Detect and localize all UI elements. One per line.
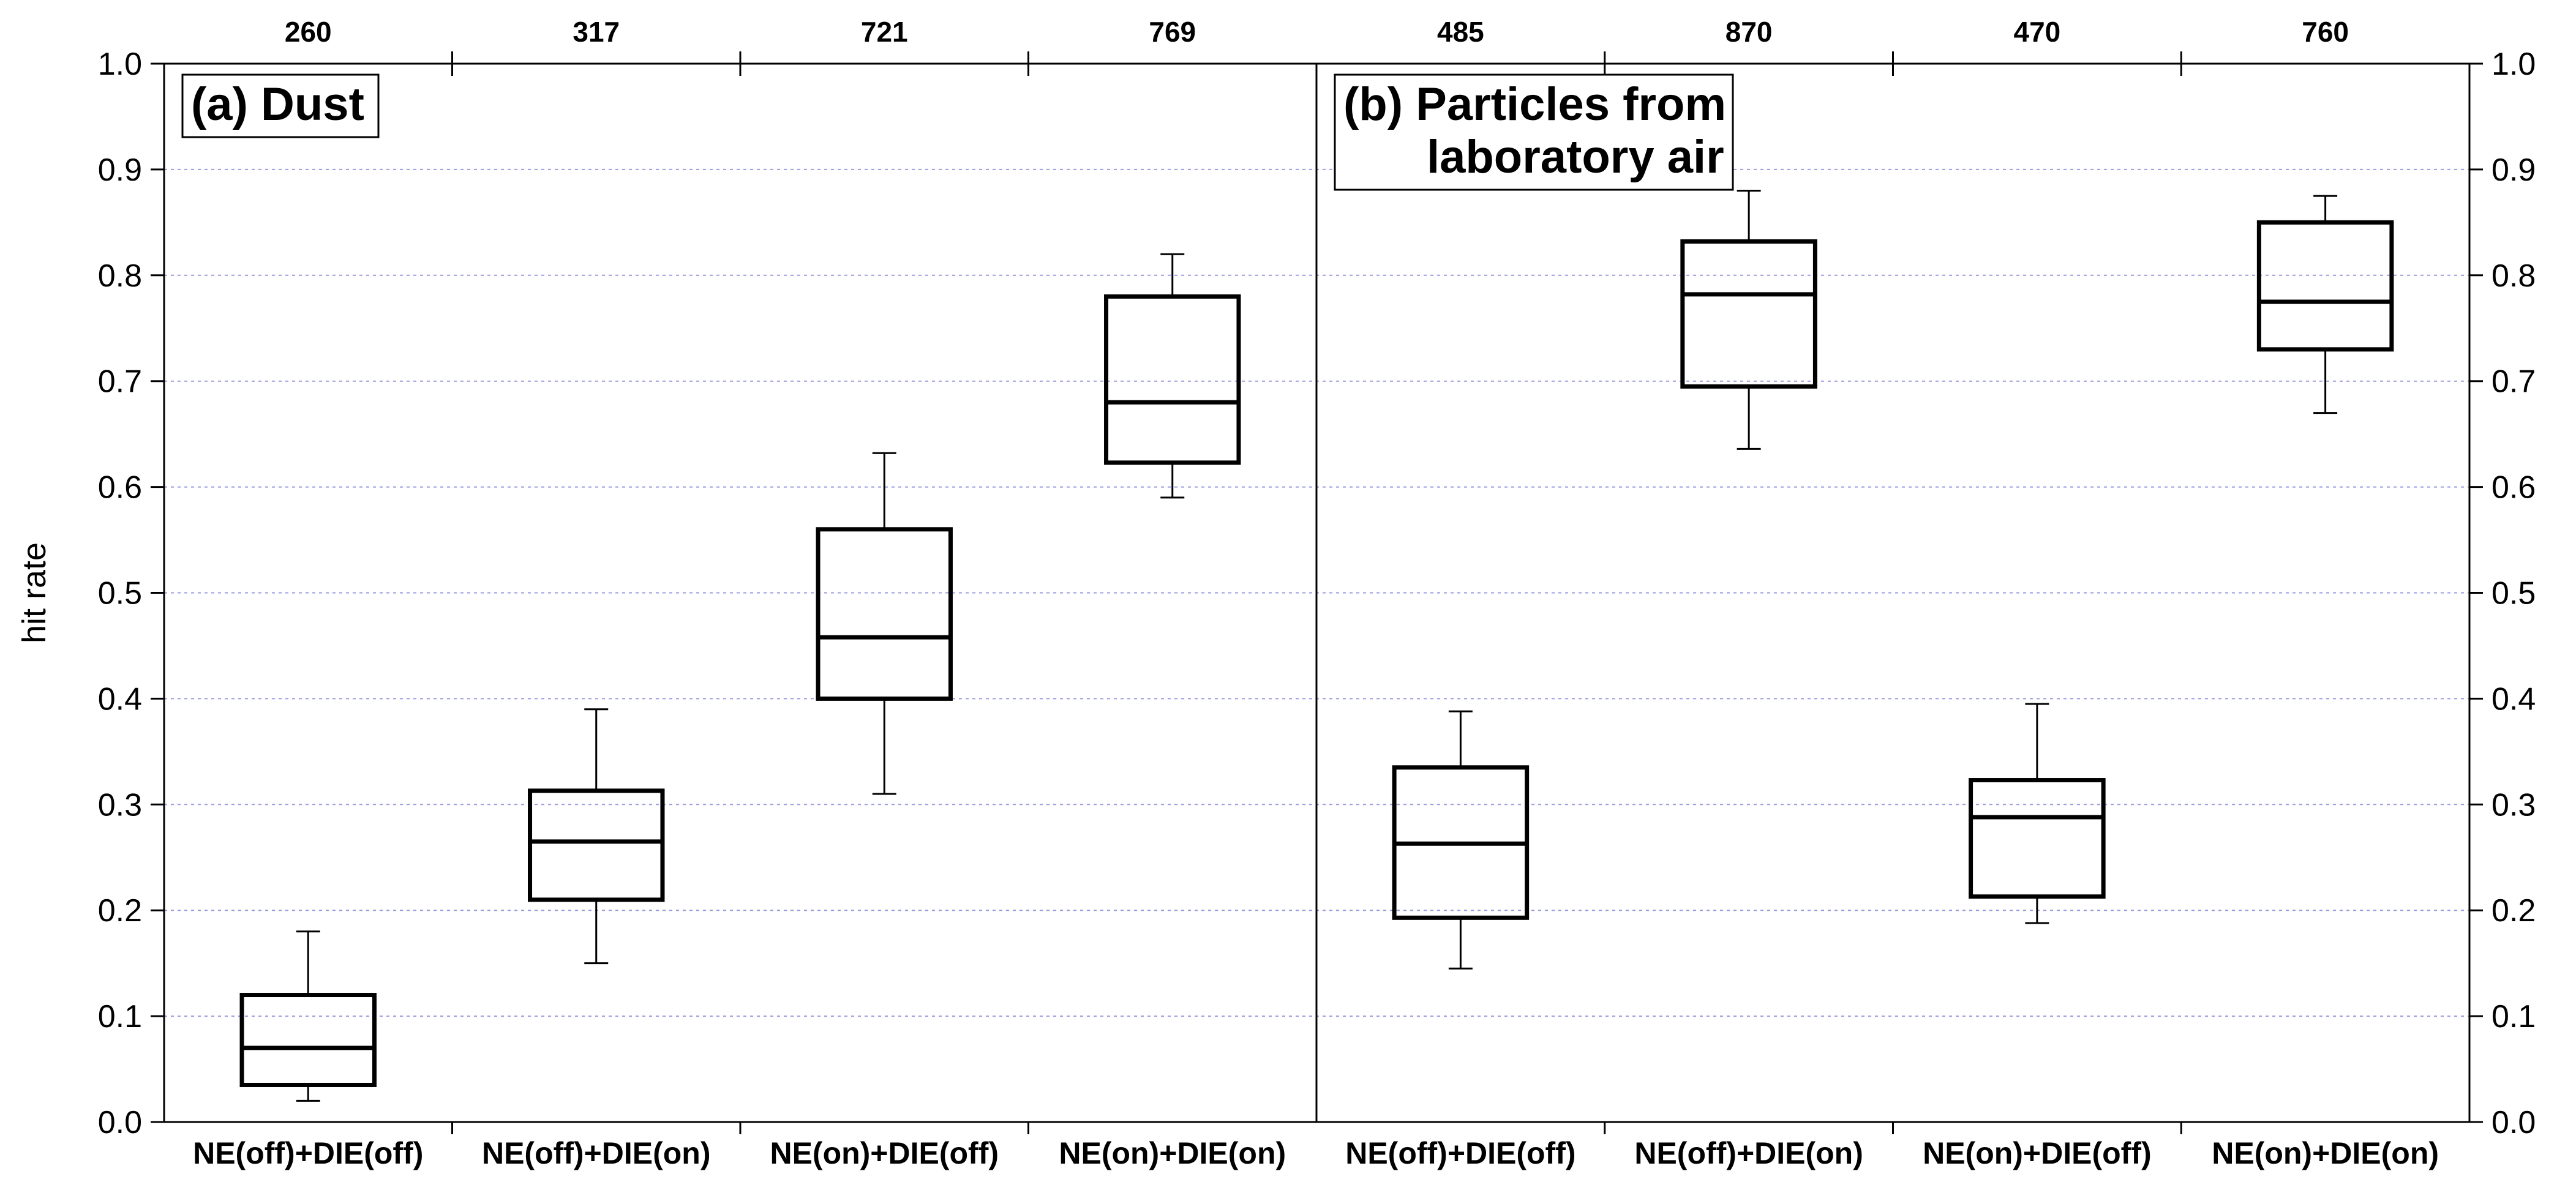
y-tick-label-right: 0.2: [2492, 893, 2536, 929]
sample-count-label: 317: [573, 16, 620, 48]
y-tick-label-right: 0.8: [2492, 258, 2536, 294]
box-iqr: [816, 527, 953, 701]
sample-count-label: 760: [2302, 16, 2349, 48]
box-iqr: [1969, 778, 2106, 899]
y-tick-label-left: 0.4: [98, 681, 142, 717]
category-label: NE(off)+DIE(off): [193, 1136, 423, 1170]
box-iqr: [1680, 239, 1817, 389]
y-tick-label-right: 1.0: [2492, 47, 2536, 82]
box-iqr: [239, 993, 377, 1087]
y-tick-label-left: 0.1: [98, 999, 142, 1034]
box-iqr: [528, 788, 665, 902]
category-label: NE(on)+DIE(on): [1059, 1136, 1286, 1170]
y-tick-label-right: 0.5: [2492, 576, 2536, 611]
sample-count-label: 260: [285, 16, 332, 48]
category-label: NE(off)+DIE(on): [482, 1136, 711, 1170]
y-tick-label-left: 0.9: [98, 152, 142, 188]
panel-title-line: (b) Particles from: [1343, 78, 1726, 130]
y-tick-label-right: 0.7: [2492, 364, 2536, 400]
y-tick-label-right: 0.3: [2492, 787, 2536, 823]
category-label: NE(on)+DIE(off): [1923, 1136, 2152, 1170]
y-tick-label-left: 0.3: [98, 787, 142, 823]
category-label: NE(off)+DIE(on): [1634, 1136, 1863, 1170]
y-tick-label-left: 0.7: [98, 364, 142, 400]
sample-count-label: 485: [1437, 16, 1484, 48]
y-tick-label-left: 0.0: [98, 1105, 142, 1140]
box-iqr: [1104, 294, 1241, 465]
sample-count-label: 769: [1149, 16, 1196, 48]
category-label: NE(off)+DIE(off): [1345, 1136, 1575, 1170]
y-tick-label-right: 0.1: [2492, 999, 2536, 1034]
panel-title-line: (a) Dust: [191, 78, 364, 130]
y-tick-label-left: 0.5: [98, 576, 142, 611]
sample-count-label: 870: [1725, 16, 1773, 48]
y-tick-label-right: 0.0: [2492, 1105, 2536, 1140]
panel-title-line: laboratory air: [1427, 131, 1724, 183]
panel-title-box: [1334, 73, 1734, 191]
y-tick-label-right: 0.4: [2492, 681, 2536, 717]
box-iqr: [2256, 220, 2394, 352]
y-tick-label-right: 0.9: [2492, 152, 2536, 188]
y-tick-label-left: 0.6: [98, 470, 142, 506]
category-label: NE(on)+DIE(on): [2212, 1136, 2439, 1170]
y-tick-label-right: 0.6: [2492, 470, 2536, 506]
y-axis-title: hit rate: [16, 542, 53, 643]
y-tick-label-left: 0.8: [98, 258, 142, 294]
panel-title-box: [181, 73, 380, 138]
category-label: NE(on)+DIE(off): [770, 1136, 999, 1170]
y-tick-label-left: 1.0: [98, 47, 142, 82]
sample-count-label: 470: [2014, 16, 2061, 48]
sample-count-label: 721: [861, 16, 908, 48]
y-tick-label-left: 0.2: [98, 893, 142, 929]
